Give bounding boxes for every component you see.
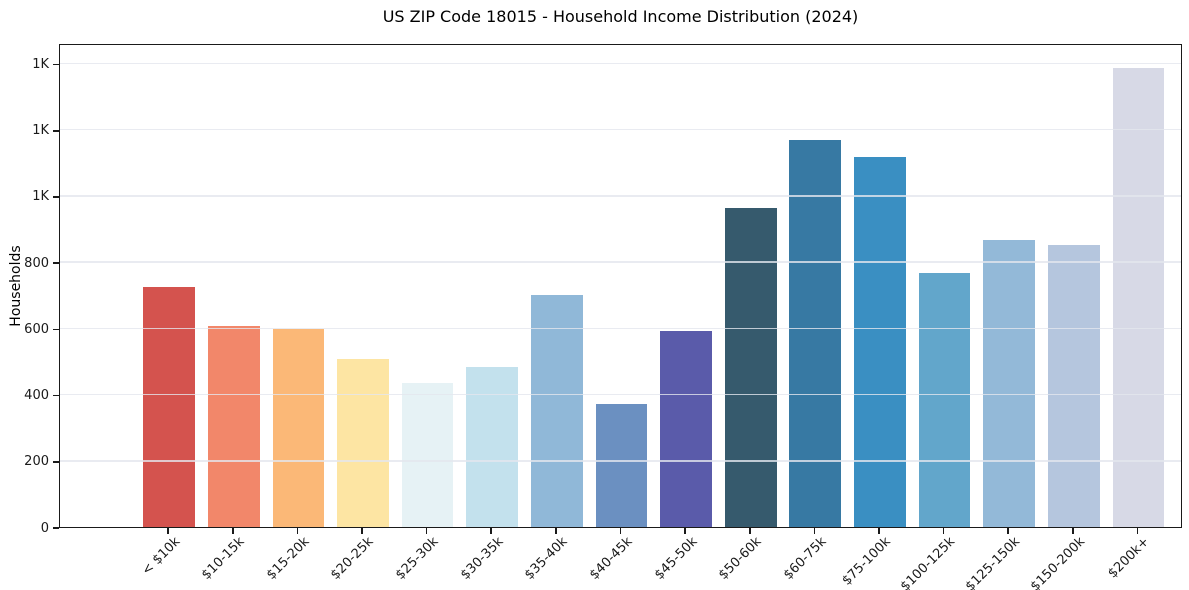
y-tick-mark [53, 460, 59, 463]
bar-< $10k [143, 287, 196, 527]
x-tick-mark [425, 528, 428, 534]
x-tick-mark [167, 528, 169, 534]
x-tick-mark [490, 528, 493, 534]
y-tick-label: 600 [24, 321, 49, 337]
x-tick-label: $100-125k [898, 534, 959, 590]
bar-$45-50k [660, 330, 712, 527]
x-tick-label: $75-100k [839, 534, 894, 589]
y-tick-label: 200 [24, 454, 49, 470]
y-tick-mark [53, 196, 59, 198]
x-tick-mark [813, 528, 816, 534]
x-tick-label: $10-15k [199, 534, 248, 583]
bar-$10-15k [207, 326, 260, 527]
x-tick-label: $150-200k [1027, 534, 1088, 590]
y-tick-label: 0 [40, 520, 49, 536]
bar-$60-75k [789, 140, 842, 527]
chart-title: US ZIP Code 18015 - Household Income Dis… [382, 7, 859, 26]
y-tick-label: 1K [32, 189, 49, 205]
x-tick-label: $30-35k [457, 534, 507, 583]
x-tick-label: $40-45k [586, 534, 636, 583]
x-tick-label: $45-50k [651, 534, 701, 583]
bar-$50-60k [724, 207, 777, 527]
y-tick-mark [53, 328, 59, 331]
x-tick-label: $25-30k [393, 534, 442, 583]
y-tick-mark [53, 63, 59, 66]
y-tick-mark [53, 527, 59, 529]
y-tick-mark [53, 394, 59, 397]
gridline-1400 [60, 62, 1181, 65]
x-tick-label: $20-25k [328, 534, 377, 583]
bar-$40-45k [595, 403, 648, 527]
x-tick-mark [296, 528, 299, 534]
y-tick-label: 1K [32, 123, 49, 139]
x-tick-mark [619, 528, 622, 534]
y-tick-mark [53, 262, 59, 264]
x-tick-label: $200k+ [1105, 534, 1153, 582]
bar-$100-125k [918, 273, 971, 527]
x-tick-label: < $10k [138, 534, 184, 579]
x-tick-label: $50-60k [716, 534, 765, 583]
bar-$35-40k [531, 295, 583, 527]
bar-$75-100k [854, 156, 906, 527]
x-tick-mark [361, 528, 363, 534]
bar-$200k+ [1112, 68, 1165, 527]
x-tick-label: $125-150k [962, 534, 1024, 590]
y-tick-label: 400 [24, 388, 49, 404]
x-tick-mark [684, 528, 686, 534]
x-tick-mark [232, 528, 234, 534]
y-tick-label: 800 [24, 255, 49, 271]
x-tick-mark [878, 528, 880, 534]
x-tick-mark [1072, 528, 1074, 534]
y-tick-mark [53, 129, 59, 132]
x-tick-mark [748, 528, 751, 534]
x-tick-label: $15-20k [263, 534, 313, 583]
x-tick-mark [1007, 528, 1009, 534]
bar-$125-150k [983, 239, 1036, 527]
gridline-1000 [60, 195, 1181, 197]
x-tick-mark [942, 528, 945, 534]
y-tick-label: 1K [32, 57, 49, 73]
x-tick-label: $35-40k [522, 534, 571, 583]
bar-$15-20k [272, 329, 325, 527]
plot-area [59, 44, 1182, 528]
bar-$20-25k [337, 358, 389, 527]
bar-$25-30k [401, 383, 454, 527]
bar-$150-200k [1047, 244, 1100, 527]
x-tick-mark [1136, 528, 1139, 534]
x-tick-mark [555, 528, 557, 534]
bar-$30-35k [466, 366, 519, 527]
gridline-1200 [60, 129, 1181, 131]
x-tick-label: $60-75k [780, 534, 830, 583]
